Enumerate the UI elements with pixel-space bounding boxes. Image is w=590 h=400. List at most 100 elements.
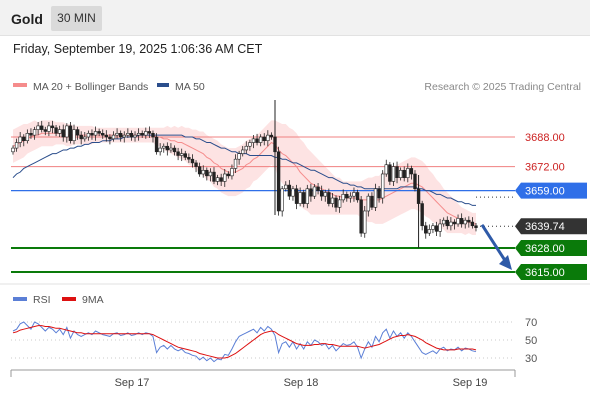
candle-body: [452, 221, 457, 225]
candle-body: [212, 171, 216, 182]
candle-body: [449, 221, 453, 227]
candle-body: [377, 188, 381, 199]
candle-body: [427, 229, 432, 234]
candle-body: [183, 153, 187, 158]
candle-body: [144, 131, 148, 136]
candle-body: [413, 173, 417, 190]
candle-body: [291, 188, 295, 197]
candle-body: [363, 210, 367, 234]
rsi-tick-label: 50: [525, 335, 537, 347]
candle-body: [434, 225, 439, 232]
candle-body: [72, 129, 76, 141]
candle-body: [190, 158, 195, 164]
support-2-tag: [515, 264, 587, 280]
last-price-tag: [515, 218, 587, 235]
ma50-legend-label: MA 50: [175, 81, 205, 93]
timeframe-badge[interactable]: 30 MIN: [51, 6, 102, 31]
candle-body: [355, 192, 360, 201]
rsi-tick-label: 70: [525, 317, 537, 329]
candle-body: [219, 177, 223, 182]
candle-body: [101, 133, 105, 136]
candle-body: [54, 127, 58, 134]
candle-body: [187, 157, 191, 160]
candle-body: [388, 164, 392, 182]
candle-body: [104, 134, 109, 138]
price-pane: 3688.00 3672.00 3659.00 3639.74 3628.00 3615.…: [11, 100, 587, 280]
candle-body: [312, 186, 317, 197]
candle-body: [215, 177, 220, 182]
candle-body: [262, 136, 266, 141]
candle-body: [459, 218, 464, 225]
candle-body: [327, 192, 331, 204]
candle-body: [248, 142, 252, 147]
rsi-ma-legend-swatch: [62, 297, 76, 301]
candle-body: [75, 129, 80, 136]
candle-body: [86, 133, 91, 138]
resistance-2-label: 3688.00: [525, 132, 565, 144]
candle-body: [269, 134, 274, 138]
candle-body: [337, 199, 342, 208]
candle-body: [201, 169, 205, 175]
rsi-legend-label: RSI: [33, 294, 51, 306]
candle-body: [147, 131, 152, 134]
candle-body: [176, 151, 180, 156]
candle-body: [208, 171, 213, 177]
x-tick-label: Sep 19: [453, 377, 488, 389]
candle-body: [467, 219, 471, 223]
candle-body: [395, 166, 399, 178]
candle-body: [151, 133, 155, 138]
candle-body: [223, 173, 227, 182]
candle-body: [61, 129, 65, 138]
candle-body: [18, 136, 22, 143]
rsi-legend: RSI 9MA: [13, 294, 104, 306]
candle-body: [230, 168, 234, 177]
candle-body: [287, 184, 292, 197]
candle-body: [133, 134, 137, 138]
support-1-label: 3628.00: [525, 243, 565, 255]
pivot-label: 3659.00: [525, 186, 565, 198]
candle-body: [298, 192, 302, 204]
candle-body: [348, 195, 353, 199]
candle-body: [316, 186, 320, 191]
instrument-title: Gold: [11, 11, 43, 27]
candle-body: [68, 125, 73, 141]
candle-body: [50, 125, 55, 129]
candle-body: [118, 133, 123, 138]
candle-body: [14, 142, 19, 149]
copyright-text: Research © 2025 Trading Central: [424, 81, 581, 93]
candle-body: [251, 138, 256, 143]
candle-body: [108, 136, 112, 140]
chart-legend: MA 20 + Bollinger Bands MA 50 Research ©…: [13, 81, 581, 93]
x-tick-label: Sep 17: [115, 377, 150, 389]
candle-body: [65, 125, 69, 138]
candle-body: [456, 218, 460, 225]
candle-body: [79, 134, 83, 140]
candle-body: [319, 190, 324, 197]
candle-body: [370, 195, 374, 208]
candle-body: [154, 136, 159, 153]
candle-body: [43, 129, 48, 132]
candle-body: [438, 223, 442, 232]
support-2-label: 3615.00: [525, 267, 565, 279]
candle-body: [384, 164, 388, 175]
pivot-tag: [515, 182, 587, 199]
candle-body: [140, 133, 144, 136]
candle-body: [40, 125, 44, 130]
candle-body: [29, 133, 33, 136]
rsi-pane: 30 50 70: [11, 317, 537, 365]
header-bar: Gold 30 MIN: [0, 0, 590, 36]
candle-body: [241, 149, 245, 154]
candle-body: [380, 173, 385, 199]
candle-body: [284, 184, 288, 190]
x-axis: Sep 17 Sep 18 Sep 19: [10, 369, 516, 389]
candle-body: [165, 145, 170, 151]
candle-body: [305, 188, 310, 204]
candle-body: [258, 136, 263, 143]
x-tick-label: Sep 18: [284, 377, 319, 389]
candle-body: [205, 169, 209, 177]
candle-body: [334, 197, 338, 208]
last-price-label: 3639.74: [525, 221, 565, 233]
candle-body: [424, 225, 428, 234]
candle-body: [169, 147, 173, 151]
candle-body: [406, 168, 410, 178]
